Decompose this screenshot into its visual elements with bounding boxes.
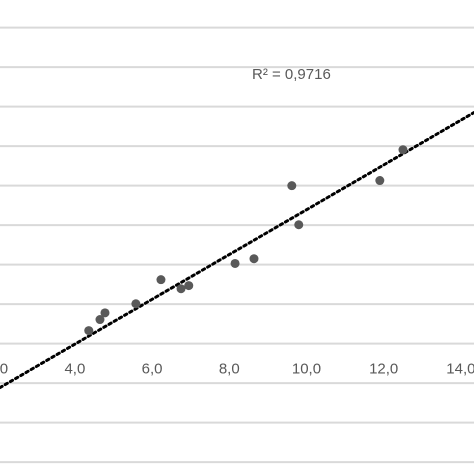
x-tick-label: 8,0 [219,361,240,378]
point [398,145,408,155]
point [100,308,110,318]
trendline-label: R² = 0,9716 [252,66,331,83]
point [184,281,194,291]
point [294,220,304,230]
point [131,299,141,309]
x-tick-label: 14,0 [446,361,474,378]
point [176,284,186,294]
point [95,315,105,325]
trendline [0,111,474,390]
point [249,254,259,264]
grid [0,26,474,464]
point [287,181,297,191]
point [84,326,94,336]
point [230,258,240,268]
x-tick-label: 12,0 [369,361,398,378]
plot: R² = 0,9716 [0,66,474,390]
x-tick-label: 2,0 [0,361,8,378]
x-tick-label: 6,0 [142,361,163,378]
x-tick-label: 4,0 [64,361,85,378]
point [375,176,385,186]
x-tick-label: 10,0 [292,361,321,378]
point [156,275,166,285]
